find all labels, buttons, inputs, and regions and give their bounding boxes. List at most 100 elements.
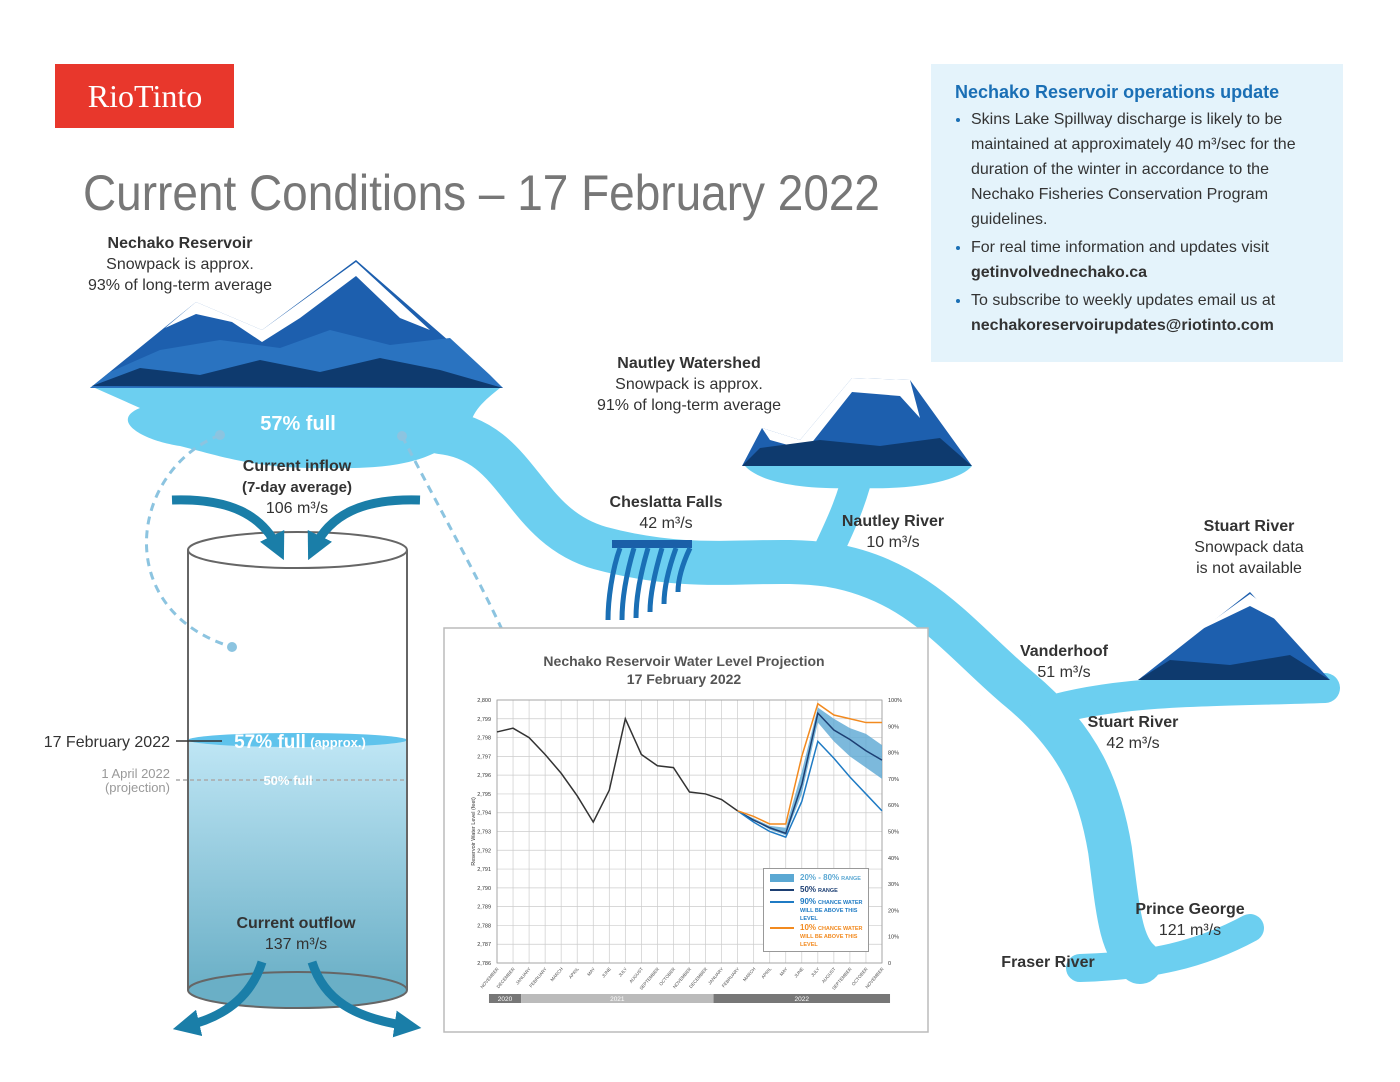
projection-note: (projection) <box>105 780 170 795</box>
legend-text: 90% CHANCE WATER WILL BE ABOVE THIS LEVE… <box>800 898 866 923</box>
x-tick-label: MAY <box>779 966 789 976</box>
water-surface <box>188 733 407 747</box>
place-name: Prince George <box>1135 901 1244 918</box>
y2-tick-label: 50% <box>888 830 899 836</box>
inflow-value: 106 m³/s <box>266 500 328 517</box>
y-tick-label: 2,790 <box>477 886 491 892</box>
place-name: Nautley River <box>842 513 944 530</box>
year-label: 2020 <box>498 996 513 1003</box>
snowpack-text: is not available <box>1196 560 1302 577</box>
legend-note: RANGE <box>817 888 838 894</box>
update-text: For real time information and updates vi… <box>971 239 1269 256</box>
place-name: Cheslatta Falls <box>610 494 723 511</box>
update-item: Skins Lake Spillway discharge is likely … <box>971 107 1319 232</box>
y-tick-label: 2,795 <box>477 792 491 798</box>
series-line <box>737 702 882 825</box>
update-list: Skins Lake Spillway discharge is likely … <box>955 107 1319 338</box>
y2-tick-label: 0 <box>888 961 891 967</box>
legend-name: 10% <box>800 923 817 932</box>
plot-border <box>496 699 883 964</box>
y-tick-label: 2,791 <box>477 867 491 873</box>
tank-level: 57% full <box>234 732 306 753</box>
update-text: Skins Lake Spillway discharge is likely … <box>971 111 1296 228</box>
y2-tick-label: 90% <box>888 724 899 730</box>
y2-tick-label: 60% <box>888 803 899 809</box>
date-label: 17 February 2022 <box>44 734 170 751</box>
x-tick-label: JULY <box>617 966 628 977</box>
flow-arrows <box>171 495 422 1038</box>
legend-note: CHANCE WATER WILL BE ABOVE THIS LEVEL <box>800 926 863 948</box>
y2-tick-label: 100% <box>888 698 902 704</box>
legend-swatch <box>770 901 794 903</box>
legend-item: 20% - 80% RANGE <box>770 874 866 883</box>
legend-text: 10% CHANCE WATER WILL BE ABOVE THIS LEVE… <box>800 924 866 949</box>
legend-name: 90% <box>800 897 817 906</box>
legend-swatch <box>770 874 794 882</box>
legend-item: 50% RANGE <box>770 886 866 895</box>
update-item: To subscribe to weekly updates email us … <box>971 288 1319 338</box>
logo: RioTinto <box>88 78 202 114</box>
series-line <box>496 716 739 824</box>
tank-top <box>187 531 408 569</box>
reservoir-lake <box>95 388 500 469</box>
place-name: Stuart River <box>1204 518 1295 535</box>
chart-subtitle: 17 February 2022 <box>627 671 742 687</box>
plot: 2,786 2,787 2,788 2,789 2,790 2,791 2,792 2,793… <box>471 698 902 1003</box>
snowpack-text: Snowpack data <box>1194 539 1304 556</box>
outflow-value: 137 m³/s <box>265 936 327 953</box>
legend-swatch <box>770 889 794 891</box>
chart-title: Nechako Reservoir Water Level Projection <box>543 653 824 669</box>
y-tick-label: 2,794 <box>477 811 491 817</box>
mountain-band <box>92 358 503 388</box>
legend-swatch <box>770 927 794 929</box>
snow <box>1200 594 1300 632</box>
flow-value: 42 m³/s <box>639 515 692 532</box>
x-tick-label: JUNE <box>793 966 804 978</box>
snowpack-text: Snowpack is approx. <box>106 256 254 273</box>
y-tick-label: 2,796 <box>477 773 491 779</box>
y-tick-label: 2,798 <box>477 736 491 742</box>
y2-tick-label: 70% <box>888 777 899 783</box>
y-tick-label: 2,787 <box>477 942 491 948</box>
y2-tick-label: 80% <box>888 751 899 757</box>
flow-value: 121 m³/s <box>1159 922 1221 939</box>
page-title: Current Conditions – 17 February 2022 <box>83 165 880 221</box>
inflow-label: (7-day average) <box>242 479 352 496</box>
legend-item: 90% CHANCE WATER WILL BE ABOVE THIS LEVE… <box>770 898 866 923</box>
update-link: nechakoreservoirupdates@riotinto.com <box>971 317 1274 334</box>
place-name: Nautley Watershed <box>617 355 760 372</box>
update-text: To subscribe to weekly updates email us … <box>971 292 1276 309</box>
falls-top <box>612 540 692 548</box>
flow-value: 51 m³/s <box>1037 664 1090 681</box>
tank-water <box>188 740 407 990</box>
y-tick-label: 2,786 <box>477 961 491 967</box>
snowpack-text: Snowpack is approx. <box>615 376 763 393</box>
update-box: Nechako Reservoir operations update Skin… <box>931 64 1343 362</box>
snowpack-text: 93% of long-term average <box>88 277 272 294</box>
y-axis-label: Reservoir Water Level (feet) <box>471 797 477 866</box>
y2-tick-label: 20% <box>888 908 899 914</box>
legend: 20% - 80% RANGE 50% RANGE 90% CHANCE WATER… <box>763 868 869 952</box>
tank-bottom <box>187 971 408 1009</box>
snow <box>762 378 920 450</box>
connector <box>145 433 512 649</box>
y-tick-label: 2,792 <box>477 848 491 854</box>
flow-value: 42 m³/s <box>1106 735 1159 752</box>
year-bar <box>521 994 714 1003</box>
x-tick-label: MAY <box>586 966 596 976</box>
y-tick-label: 2,788 <box>477 923 491 929</box>
update-link: getinvolvednechako.ca <box>971 264 1148 281</box>
mountain-band <box>742 438 972 466</box>
nautley-lake <box>745 466 972 489</box>
y2-tick-label: 10% <box>888 935 899 941</box>
projection-level: 50% full <box>263 773 312 788</box>
y-tick-label: 2,789 <box>477 905 491 911</box>
chart-frame <box>443 627 929 1033</box>
range-band <box>737 707 882 836</box>
reservoir-level: 57% full <box>260 413 336 435</box>
legend-text: 20% - 80% RANGE <box>800 874 866 883</box>
snow <box>165 262 430 342</box>
snowpack-text: 91% of long-term average <box>597 397 781 414</box>
